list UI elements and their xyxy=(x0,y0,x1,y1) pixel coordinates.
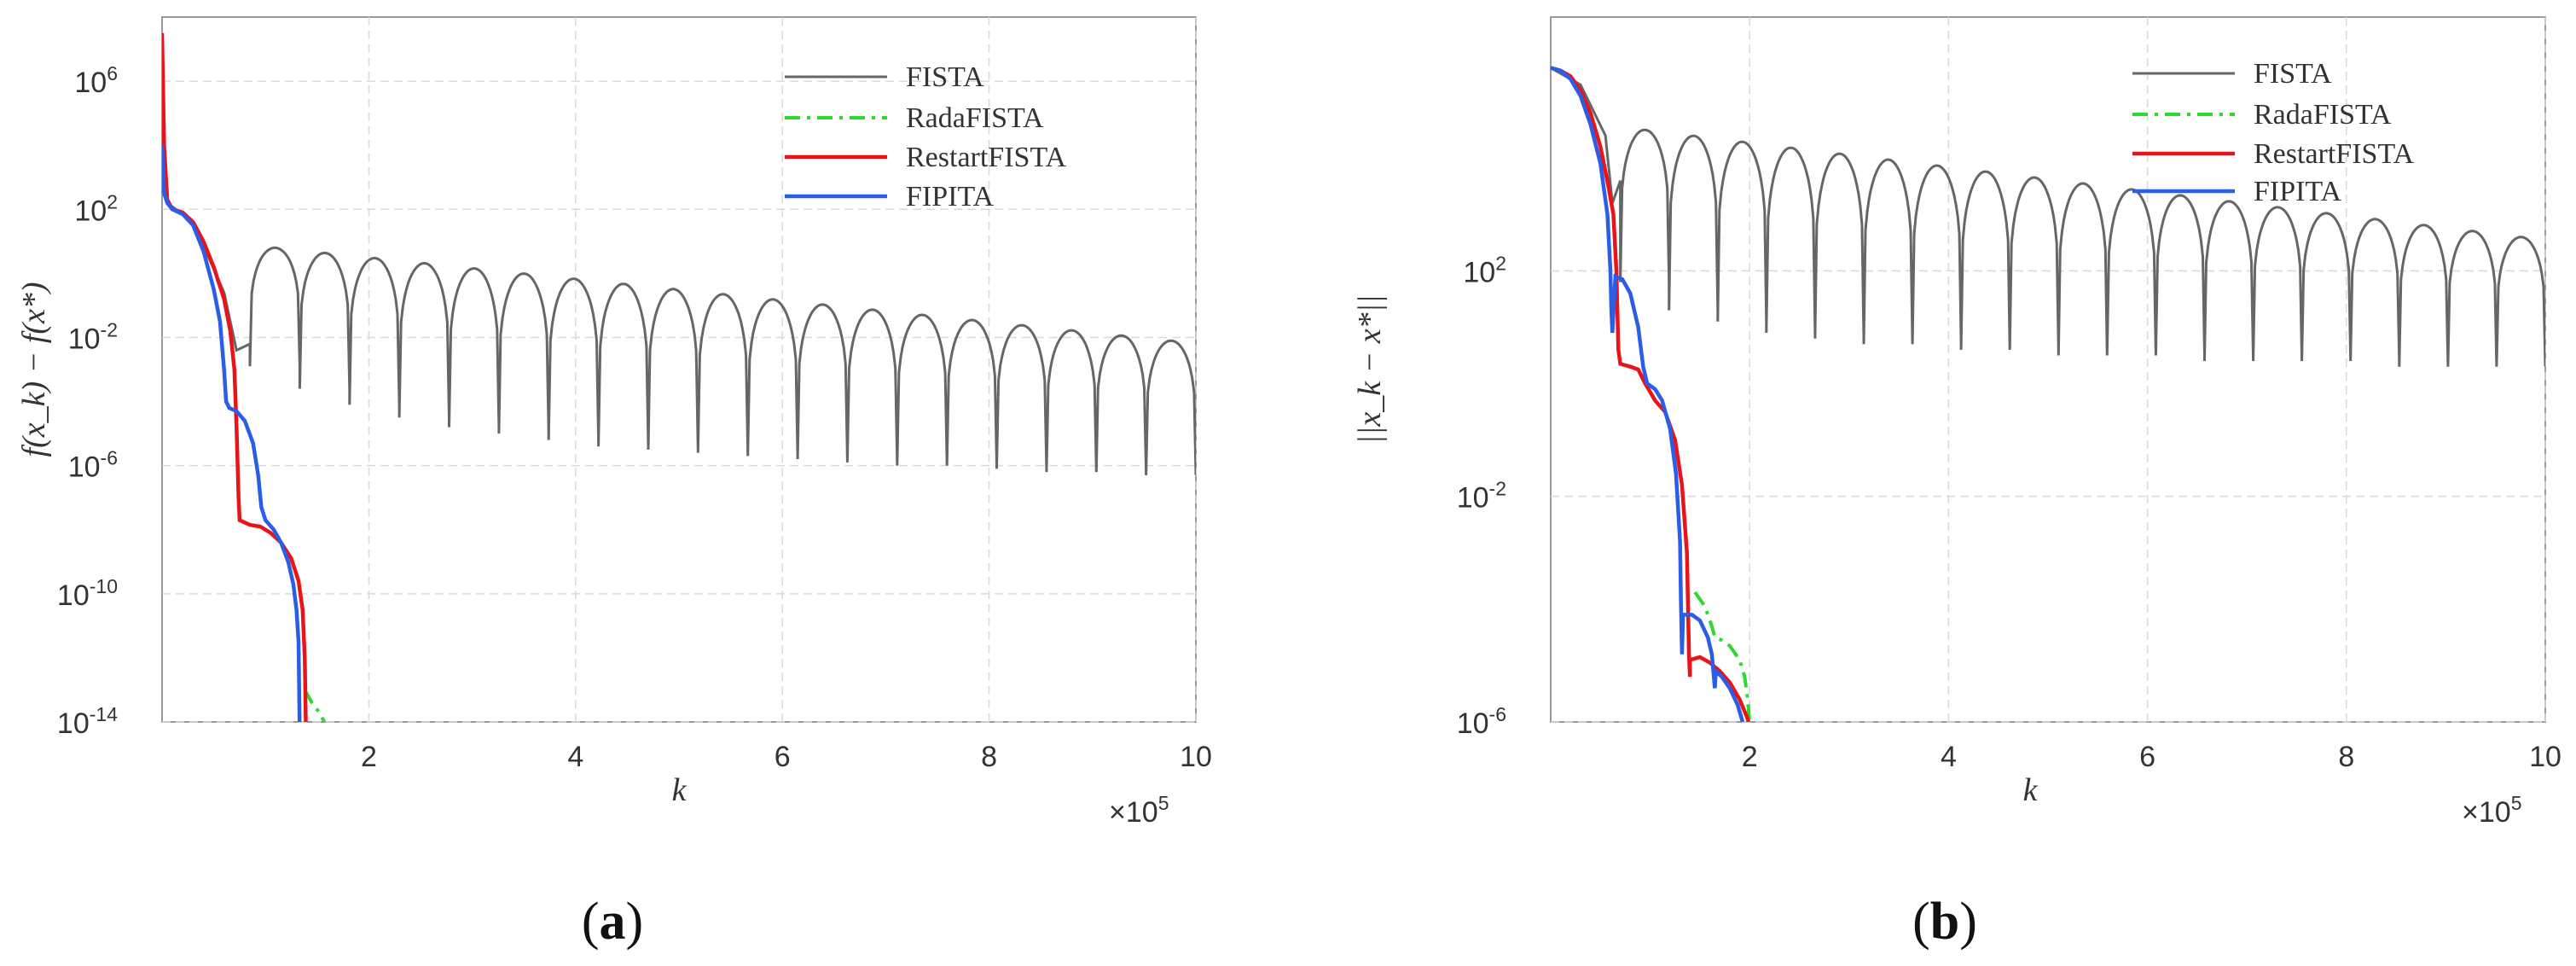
x-tick-a-3: 8 xyxy=(981,741,997,773)
x-tick-a-2: 6 xyxy=(775,741,791,773)
y-tick-b-0-exp: 2 xyxy=(1495,252,1506,274)
legend-b-label-2: RestartFISTA xyxy=(2254,138,2414,170)
x-multiplier-b-base: ×10 xyxy=(2462,796,2511,829)
y-tick-b-0: 102 xyxy=(1463,252,1506,288)
x-tick-b-2: 6 xyxy=(2139,741,2155,773)
y-axis-label-b: ||x_k − x*|| xyxy=(1352,294,1388,444)
y-tick-labels-b: 102 10-2 10-6 xyxy=(1457,252,1506,740)
legend-b: FISTA RadaFISTA RestartFISTA FIPITA xyxy=(2132,58,2414,207)
x-multiplier-b: ×105 xyxy=(2462,792,2521,829)
series-a-fipita xyxy=(162,145,302,722)
y-tick-a-4-base: 10 xyxy=(57,579,90,612)
x-tick-a-4: 10 xyxy=(1180,741,1212,773)
x-multiplier-a-exp: 5 xyxy=(1158,792,1169,814)
panel-label-b: (b) xyxy=(1912,893,1977,951)
series-a-fista xyxy=(162,129,1196,475)
y-tick-a-1-exp: 2 xyxy=(107,190,118,212)
y-tick-a-1-base: 10 xyxy=(74,195,107,227)
series-a-radafista xyxy=(303,689,327,722)
y-tick-labels-a: 106 102 10-2 10-6 10-10 10-14 xyxy=(57,62,118,740)
y-tick-b-2-exp: -6 xyxy=(1489,703,1506,725)
y-tick-a-2: 10-2 xyxy=(68,318,118,355)
y-tick-a-0-base: 10 xyxy=(74,67,107,99)
x-multiplier-b-exp: 5 xyxy=(2511,792,2522,814)
plot-area-a xyxy=(161,16,1197,723)
y-tick-a-1: 102 xyxy=(74,190,118,227)
x-axis-label-a: k xyxy=(672,772,688,808)
x-tick-a-1: 4 xyxy=(567,741,583,773)
x-tick-labels-b: 2 4 6 8 10 xyxy=(1742,741,2561,773)
chart-a: 106 102 10-2 10-6 10-10 10-14 2 4 6 8 10… xyxy=(16,16,1212,951)
y-tick-a-0-exp: 6 xyxy=(107,62,118,84)
legend-b-label-3: FIPITA xyxy=(2254,176,2342,207)
y-tick-a-5: 10-14 xyxy=(57,703,118,740)
y-tick-b-1-exp: -2 xyxy=(1489,478,1506,500)
y-tick-a-5-base: 10 xyxy=(57,707,90,740)
y-tick-a-3-base: 10 xyxy=(68,451,101,484)
plot-area-b xyxy=(1550,16,2546,723)
y-tick-a-0: 106 xyxy=(74,62,118,99)
series-group-a xyxy=(162,32,1196,722)
legend-a-label-1: RadaFISTA xyxy=(906,102,1044,134)
y-tick-a-2-base: 10 xyxy=(68,323,101,355)
legend-a-label-3: FIPITA xyxy=(906,181,995,212)
y-tick-b-2-base: 10 xyxy=(1457,707,1489,740)
x-tick-labels-a: 2 4 6 8 10 xyxy=(361,741,1212,773)
y-tick-b-2: 10-6 xyxy=(1457,703,1506,740)
y-tick-a-4: 10-10 xyxy=(57,575,118,612)
x-tick-a-0: 2 xyxy=(361,741,377,773)
y-tick-a-2-exp: -2 xyxy=(101,318,118,340)
y-tick-a-5-exp: -14 xyxy=(90,703,118,725)
series-b-fipita xyxy=(1551,66,1745,722)
y-tick-a-4-exp: -10 xyxy=(90,575,118,597)
x-tick-b-3: 8 xyxy=(2338,741,2354,773)
legend-a-label-0: FISTA xyxy=(906,61,984,93)
legend-a: FISTA RadaFISTA RestartFISTA FIPITA xyxy=(785,61,1066,212)
x-tick-b-0: 2 xyxy=(1742,741,1758,773)
legend-a-label-2: RestartFISTA xyxy=(906,142,1066,173)
x-tick-b-4: 10 xyxy=(2529,741,2561,773)
y-axis-label-a: f(x_k) − f(x*) xyxy=(16,282,52,457)
series-b-fista xyxy=(1551,67,2545,367)
chart-b: 102 10-2 10-6 2 4 6 8 10 ×105 k ||x_k − … xyxy=(1352,16,2561,951)
x-tick-b-1: 4 xyxy=(1941,741,1957,773)
panel-label-a-letter: a xyxy=(600,893,626,951)
x-multiplier-a: ×105 xyxy=(1109,792,1169,829)
legend-b-label-1: RadaFISTA xyxy=(2254,99,2392,131)
grid-a xyxy=(162,17,1197,723)
y-tick-b-1-base: 10 xyxy=(1457,482,1489,515)
y-tick-b-1: 10-2 xyxy=(1457,478,1506,515)
x-axis-label-b: k xyxy=(2023,772,2039,808)
series-group-b xyxy=(1551,66,2545,722)
legend-b-label-0: FISTA xyxy=(2254,58,2332,90)
x-multiplier-a-base: ×10 xyxy=(1109,796,1158,829)
y-tick-a-3: 10-6 xyxy=(68,447,118,484)
y-tick-b-0-base: 10 xyxy=(1463,256,1495,288)
panel-label-b-letter: b xyxy=(1930,893,1959,951)
panel-label-a: (a) xyxy=(582,893,643,951)
y-tick-a-3-exp: -6 xyxy=(101,447,118,469)
